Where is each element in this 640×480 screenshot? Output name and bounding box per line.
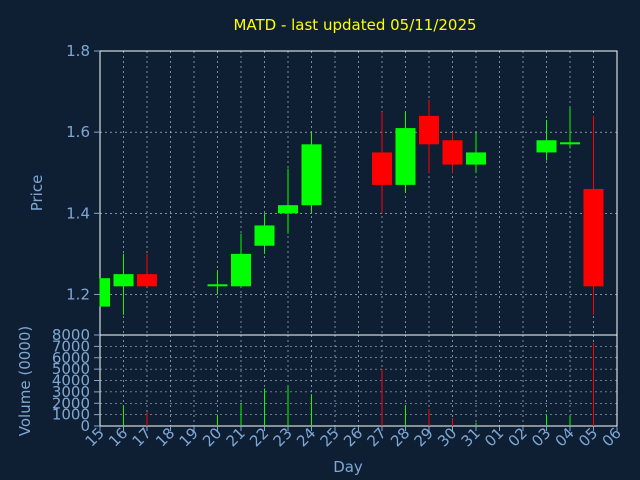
x-tick-label: 17 <box>129 424 155 450</box>
volume-bars <box>123 342 594 426</box>
volume-tick-label: 5000 <box>52 360 90 378</box>
x-tick-label: 05 <box>575 424 601 450</box>
x-tick-label: 27 <box>364 424 390 450</box>
x-tick-label: 28 <box>387 424 413 450</box>
x-tick-label: 24 <box>293 424 319 450</box>
x-tick-label: 30 <box>434 424 460 450</box>
x-tick-label: 20 <box>199 424 225 450</box>
price-tick-label: 1.6 <box>66 123 90 141</box>
x-tick-label: 02 <box>505 424 531 450</box>
candle-body <box>583 188 604 287</box>
candles <box>99 99 604 315</box>
volume-tick-label: 0 <box>80 417 90 435</box>
x-tick-label: 31 <box>458 424 484 450</box>
price-tick-labels: 1.2 1.4 1.6 1.8 <box>66 42 100 303</box>
x-tick-label: 29 <box>411 424 437 450</box>
x-tick-label: 16 <box>105 424 131 450</box>
candle-body <box>560 142 580 145</box>
chart-title: MATD - last updated 05/11/2025 <box>233 16 476 34</box>
candle-body <box>419 115 439 145</box>
x-tick-label: 01 <box>481 424 507 450</box>
candle-body <box>113 274 134 287</box>
candle-body <box>137 274 157 287</box>
candle-body <box>278 205 298 214</box>
volume-tick-label: 7000 <box>52 337 90 355</box>
x-tick-label: 25 <box>317 424 343 450</box>
candle-body <box>466 152 486 165</box>
price-tick-label: 1.8 <box>66 42 90 60</box>
x-tick-label: 03 <box>528 424 554 450</box>
candle-body <box>442 140 463 165</box>
x-tick-label: 21 <box>223 424 249 450</box>
volume-tick-label: 6000 <box>52 349 90 367</box>
volume-tick-label: 4000 <box>52 372 90 390</box>
volume-axis-label: Volume (0000) <box>16 326 34 436</box>
candle-body <box>372 152 392 185</box>
candle-body <box>207 284 228 287</box>
x-tick-label: 18 <box>152 424 178 450</box>
x-tick-label: 04 <box>552 424 578 450</box>
price-axis-label: Price <box>28 175 46 212</box>
x-tick-label: 26 <box>340 424 366 450</box>
candle-body <box>301 144 322 206</box>
candle-body <box>536 140 557 153</box>
price-tick-label: 1.2 <box>66 285 90 303</box>
candle-body <box>231 253 251 287</box>
candle-body <box>254 225 275 246</box>
x-tick-label: 06 <box>599 424 625 450</box>
candle-body <box>100 278 110 307</box>
volume-tick-label: 8000 <box>52 326 90 344</box>
candle-body <box>395 128 416 185</box>
volume-tick-label: 2000 <box>52 394 90 412</box>
volume-tick-label: 1000 <box>52 406 90 424</box>
x-tick-label: 23 <box>270 424 296 450</box>
x-axis-label: Day <box>333 458 363 476</box>
x-tick-label: 19 <box>176 424 202 450</box>
x-tick-labels: 1516171819202122232425262728293031010203… <box>82 424 625 450</box>
price-tick-label: 1.4 <box>66 204 90 222</box>
x-tick-label: 22 <box>246 424 272 450</box>
price-grid <box>100 51 617 335</box>
volume-grid <box>100 335 617 426</box>
volume-tick-label: 3000 <box>52 383 90 401</box>
